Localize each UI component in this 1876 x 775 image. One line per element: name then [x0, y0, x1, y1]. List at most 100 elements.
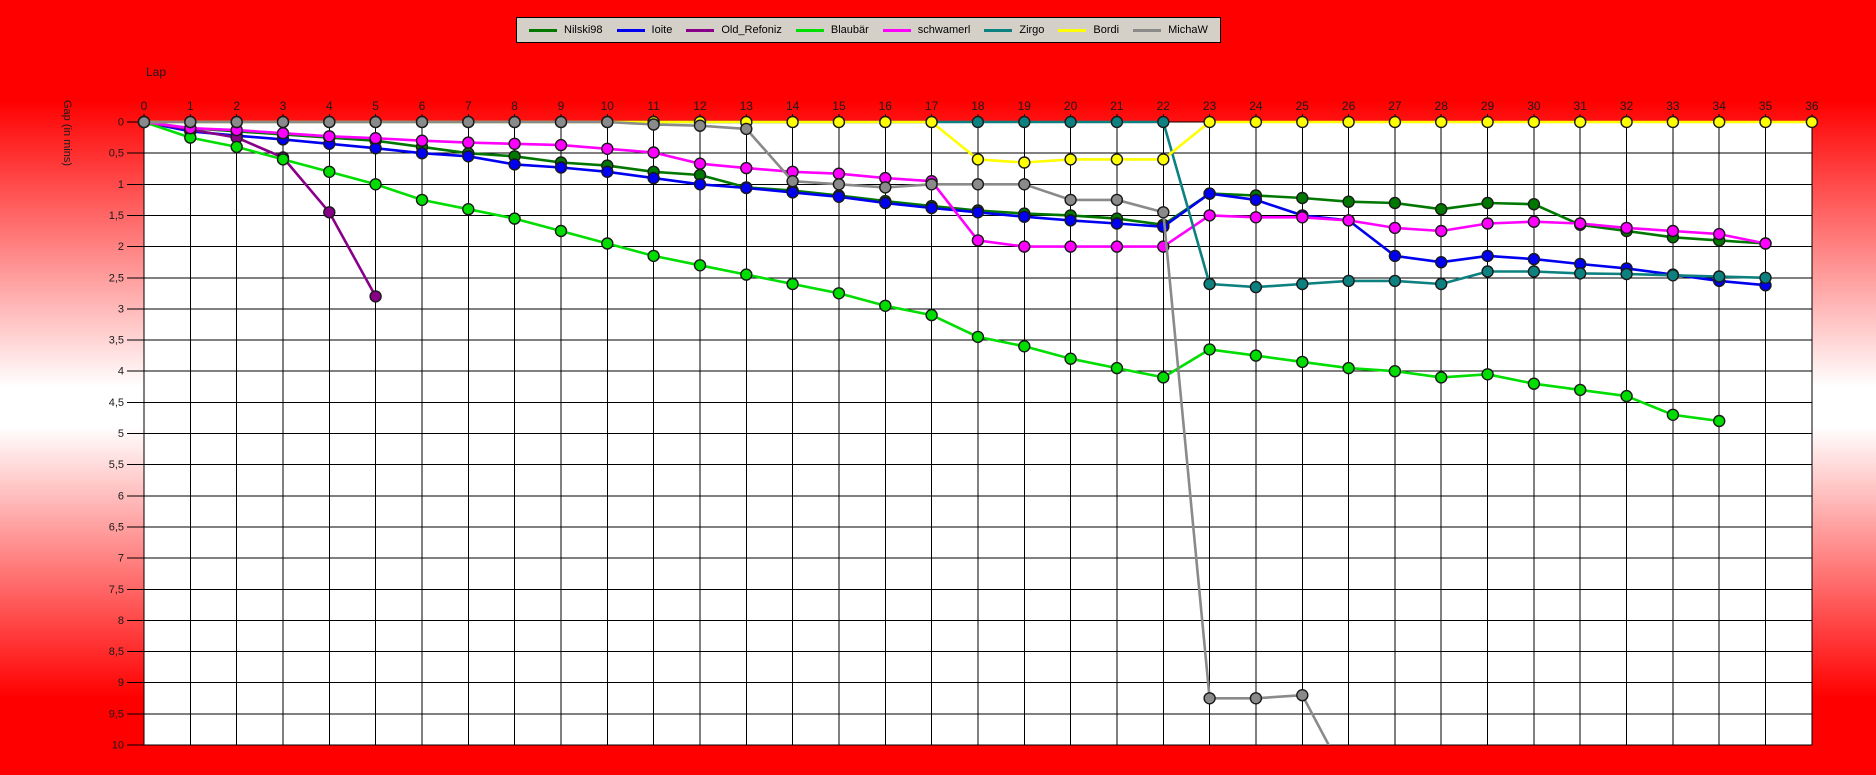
data-point-bordi: [1666, 115, 1680, 129]
legend-item-michaw[interactable]: MichaW: [1133, 24, 1208, 36]
data-point-bordi: [1434, 115, 1448, 129]
data-point-michaw: [740, 122, 753, 136]
data-point-bordi: [1481, 115, 1494, 129]
legend-label: Blaubär: [830, 23, 869, 36]
data-point-bordi: [832, 115, 846, 129]
data-point-blaubär: [925, 308, 938, 322]
data-point-schwamerl: [1110, 240, 1124, 253]
data-point-michaw: [832, 178, 846, 191]
data-point-blaubär: [832, 287, 846, 300]
x-tick-label: 8: [511, 99, 518, 113]
y-tick-label: 7,5: [109, 584, 124, 596]
data-point-schwamerl: [1712, 227, 1726, 241]
y-axis-labels: 0 0,5 1 1,5 2 2,5 3 3,5 4 4,5 5 5,5 6 6,5 7 7,5 8 8,5 9 9,5…: [109, 117, 124, 752]
data-point-ioite: [1110, 217, 1124, 230]
data-point-bordi: [1018, 156, 1031, 169]
data-point-michaw: [554, 115, 568, 129]
y-tick-label: 1: [118, 179, 124, 191]
y-tick-label: 3: [118, 303, 124, 315]
legend-label: Ioite: [651, 23, 673, 36]
x-tick-label: 30: [1527, 99, 1541, 113]
legend-item-schwamerl[interactable]: schwamerl: [882, 24, 970, 36]
data-point-bordi: [879, 115, 892, 129]
data-point-blaubär: [1573, 383, 1587, 397]
data-point-blaubär: [1157, 371, 1170, 384]
data-point-blaubär: [1110, 361, 1124, 375]
data-point-ioite: [740, 181, 753, 195]
x-tick-label: 24: [1249, 99, 1263, 113]
data-point-zirgo: [1296, 277, 1309, 291]
data-point-zirgo: [1064, 115, 1077, 129]
data-point-michaw: [415, 115, 429, 129]
x-tick-label: 1: [187, 99, 194, 113]
data-point-blaubär: [1666, 408, 1680, 421]
data-point-schwamerl: [832, 167, 846, 180]
data-point-blaubär: [323, 165, 336, 179]
x-tick-label: 3: [280, 99, 287, 113]
legend-line-swatch: [984, 28, 1013, 32]
x-tick-label: 17: [925, 99, 939, 113]
series-group: [137, 115, 1819, 745]
data-point-schwamerl: [1203, 209, 1216, 222]
y-tick-label: 2: [118, 241, 124, 253]
data-point-zirgo: [1481, 265, 1494, 278]
x-tick-label: 6: [419, 99, 426, 113]
data-point-blaubär: [1342, 361, 1355, 375]
legend-item-ioite[interactable]: Ioite: [616, 23, 673, 36]
data-point-blaubär: [1434, 371, 1448, 384]
data-point-michaw: [925, 178, 938, 191]
x-tick-label: 25: [1296, 99, 1310, 113]
legend-item-nilski98[interactable]: Nilski98: [529, 23, 603, 36]
data-point-bordi: [925, 115, 938, 129]
data-point-blaubär: [1064, 352, 1077, 365]
series-markers-michaw: [137, 115, 1309, 705]
data-point-ioite: [879, 196, 892, 210]
data-point-blaubär: [1481, 368, 1494, 381]
data-point-zirgo: [1249, 280, 1263, 294]
data-point-bordi: [1712, 115, 1726, 129]
data-point-schwamerl: [1573, 217, 1587, 230]
data-point-bordi: [971, 153, 985, 166]
data-point-nilski98: [1527, 197, 1541, 211]
data-point-ioite: [693, 178, 707, 191]
y-tick-label: 6: [118, 490, 124, 502]
data-point-michaw: [323, 115, 336, 129]
data-point-zirgo: [1388, 274, 1402, 288]
legend-item-bordi[interactable]: Bordi: [1058, 24, 1119, 36]
data-point-bordi: [1620, 115, 1633, 129]
legend-item-blaubär[interactable]: Blaubär: [795, 23, 869, 36]
y-tick-label: 3,5: [109, 335, 124, 347]
legend-item-old_refoniz[interactable]: Old_Refoniz: [686, 24, 782, 36]
x-tick-label: 5: [372, 99, 379, 113]
y-axis-title: Gap (in mins): [61, 100, 73, 166]
x-tick-label: 16: [879, 99, 893, 113]
x-tick-label: 19: [1018, 99, 1032, 113]
y-tick-label: 0,5: [109, 148, 124, 160]
legend-item-zirgo[interactable]: Zirgo: [984, 24, 1044, 36]
data-point-ioite: [601, 165, 614, 179]
data-point-blaubär: [971, 330, 985, 344]
data-point-schwamerl: [508, 137, 521, 151]
y-tick-label: 5,5: [109, 459, 124, 471]
data-point-zirgo: [1434, 277, 1448, 291]
y-tick-label: 8: [118, 615, 124, 627]
data-point-blaubär: [693, 259, 707, 272]
data-point-ioite: [1064, 214, 1077, 227]
data-point-michaw: [601, 115, 614, 129]
x-tick-label: 21: [1110, 99, 1124, 113]
data-point-schwamerl: [1342, 214, 1355, 227]
x-tick-label: 36: [1805, 99, 1819, 113]
legend-label: Nilski98: [564, 23, 603, 36]
data-point-schwamerl: [740, 161, 753, 175]
data-point-schwamerl: [1249, 211, 1263, 224]
data-point-zirgo: [1342, 274, 1355, 288]
data-point-blaubär: [740, 268, 753, 281]
x-tick-label: 7: [465, 99, 472, 113]
data-point-schwamerl: [1388, 221, 1402, 235]
data-point-michaw: [230, 115, 243, 129]
x-tick-label: 10: [601, 99, 615, 113]
x-tick-label: 13: [740, 99, 754, 113]
data-point-bordi: [1064, 153, 1077, 166]
